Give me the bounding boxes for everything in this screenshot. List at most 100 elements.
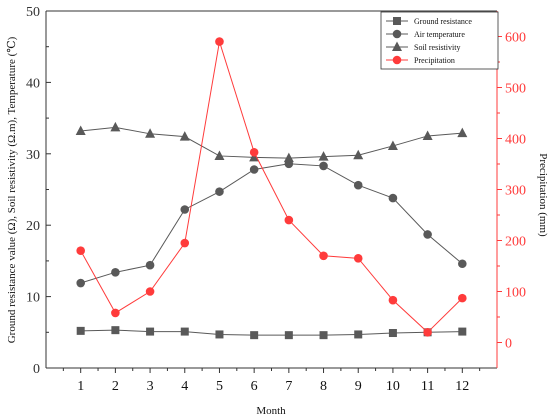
- data-point: [387, 140, 398, 150]
- legend-item: Air temperature: [386, 29, 465, 39]
- series-ground-resistance: [76, 326, 467, 340]
- legend-label: Soil resistivity: [414, 43, 460, 52]
- data-point: [284, 331, 293, 340]
- data-point: [422, 130, 433, 140]
- data-point: [458, 259, 467, 269]
- legend-label: Ground resistance: [414, 17, 472, 26]
- data-point: [76, 326, 85, 335]
- legend-item: Precipitation: [386, 55, 455, 65]
- right-tick-label: 0: [505, 337, 512, 352]
- data-point: [110, 121, 121, 132]
- data-point: [423, 328, 432, 337]
- right-y-axis: 0 100 200 300 400 500 600: [497, 31, 526, 352]
- left-tick-label: 50: [26, 5, 40, 20]
- series-layer: [75, 37, 468, 340]
- data-point: [249, 165, 259, 174]
- data-point: [111, 308, 120, 318]
- data-point: [76, 278, 85, 288]
- data-point: [283, 152, 294, 163]
- data-point: [388, 193, 398, 203]
- data-point: [249, 151, 260, 162]
- x-tick-label: 5: [216, 379, 223, 394]
- left-tick-label: 0: [33, 362, 40, 377]
- series-air-temperature: [76, 159, 467, 288]
- legend-marker: [392, 55, 402, 65]
- legend-marker: [392, 41, 402, 51]
- data-point: [388, 295, 398, 305]
- legend-label: Precipitation: [414, 56, 455, 65]
- x-tick-label: 8: [320, 379, 327, 394]
- series-line: [80, 163, 463, 284]
- data-point: [76, 246, 85, 255]
- right-tick-label: 200: [505, 235, 526, 250]
- legend-item: Ground resistance: [386, 17, 472, 26]
- x-axis: 1 2 3 4 5 6 7 8 9 10 11 12: [62, 368, 481, 394]
- x-tick-label: 2: [112, 379, 119, 394]
- data-point: [423, 230, 432, 239]
- data-point: [353, 254, 363, 263]
- data-point: [250, 331, 259, 340]
- data-point: [353, 149, 364, 160]
- right-tick-label: 600: [505, 31, 526, 46]
- data-point: [180, 327, 189, 336]
- right-axis-title: Precipitation (mm): [537, 153, 549, 237]
- left-tick-label: 10: [26, 291, 40, 306]
- x-tick-label: 7: [285, 379, 292, 394]
- data-point: [214, 150, 225, 160]
- right-tick-label: 500: [505, 82, 526, 97]
- data-point: [319, 251, 328, 261]
- data-point: [388, 329, 397, 338]
- series-line: [80, 41, 463, 333]
- data-point: [353, 180, 363, 190]
- data-point: [75, 125, 86, 135]
- data-point: [457, 127, 468, 138]
- x-tick-label: 1: [77, 379, 84, 394]
- x-tick-label: 6: [251, 379, 258, 394]
- series-line: [80, 329, 463, 336]
- data-point: [111, 326, 120, 335]
- x-tick-label: 12: [455, 379, 469, 394]
- data-point: [215, 187, 224, 196]
- data-point: [145, 287, 155, 296]
- data-point: [215, 330, 224, 339]
- data-point: [146, 327, 155, 336]
- legend-marker: [393, 17, 401, 25]
- x-tick-label: 9: [355, 379, 362, 394]
- data-point: [458, 327, 467, 336]
- data-point: [249, 147, 259, 157]
- right-tick-label: 400: [505, 133, 526, 148]
- data-point: [354, 330, 363, 339]
- x-tick-label: 11: [421, 379, 434, 394]
- series-line: [80, 126, 463, 159]
- series-precipitation: [76, 37, 467, 337]
- left-tick-label: 30: [26, 148, 40, 163]
- left-tick-label: 40: [26, 76, 40, 91]
- data-point: [145, 260, 155, 270]
- data-point: [318, 151, 329, 161]
- right-tick-label: 100: [505, 286, 526, 301]
- data-point: [180, 238, 190, 248]
- data-point: [111, 268, 120, 277]
- x-axis-title: Month: [256, 405, 286, 417]
- x-tick-label: 10: [386, 379, 400, 394]
- data-point: [319, 161, 328, 171]
- data-point: [319, 331, 328, 340]
- left-axis-title: Ground resistance value (Ω), Soil resist…: [6, 36, 18, 343]
- data-point: [458, 293, 467, 303]
- legend-item: Soil resistivity: [386, 41, 460, 52]
- data-point: [179, 131, 190, 141]
- x-tick-label: 3: [147, 379, 154, 394]
- x-tick-label: 4: [181, 379, 188, 394]
- legend: Ground resistance Air temperature Soil res…: [380, 11, 499, 70]
- right-tick-label: 300: [505, 184, 526, 199]
- data-point: [284, 215, 294, 225]
- left-tick-label: 20: [26, 219, 40, 234]
- left-y-axis: 0 10 20 30 40 50: [26, 5, 51, 377]
- legend-label: Air temperature: [414, 30, 465, 39]
- series-soil-resistivity: [75, 121, 468, 163]
- legend-marker: [392, 29, 402, 39]
- data-point: [180, 205, 190, 214]
- data-point: [145, 128, 156, 138]
- data-point: [215, 37, 224, 46]
